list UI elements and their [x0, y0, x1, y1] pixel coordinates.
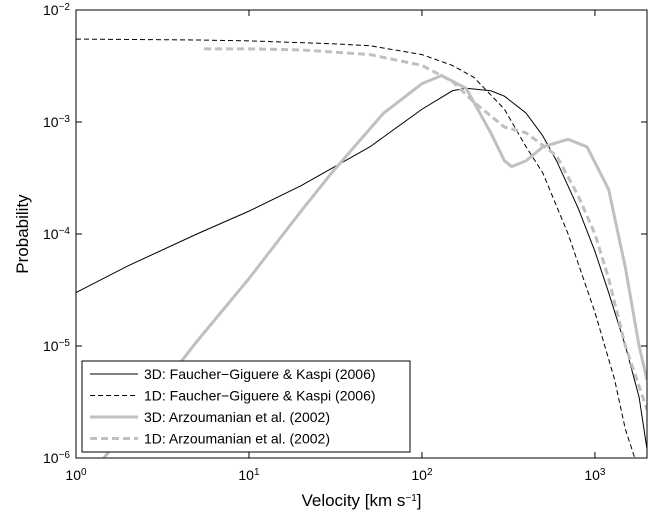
series-line — [76, 38, 636, 458]
series-line — [204, 47, 647, 411]
y-axis-label: Probability — [13, 194, 32, 274]
x-tick-label: 102 — [411, 467, 433, 484]
series-line — [102, 73, 647, 458]
x-tick-label: 101 — [238, 467, 260, 484]
y-tick-label: 10−3 — [43, 114, 70, 131]
legend-label: 1D: Arzoumanian et al. (2002) — [144, 431, 330, 447]
x-tick-label: 103 — [584, 467, 606, 484]
x-tick-label: 100 — [65, 467, 87, 484]
series-line — [76, 87, 647, 450]
y-tick-label: 10−4 — [43, 226, 70, 243]
y-tick-label: 10−2 — [43, 2, 70, 19]
legend-label: 3D: Arzoumanian et al. (2002) — [144, 409, 330, 425]
legend-box — [81, 360, 411, 453]
y-tick-label: 10−6 — [43, 450, 70, 467]
x-axis-label: Velocity [km s−1] — [301, 491, 421, 510]
legend-label: 3D: Faucher−Giguere & Kaspi (2006) — [144, 366, 376, 382]
legend-label: 1D: Faucher−Giguere & Kaspi (2006) — [144, 388, 376, 404]
y-tick-label: 10−5 — [43, 338, 70, 355]
